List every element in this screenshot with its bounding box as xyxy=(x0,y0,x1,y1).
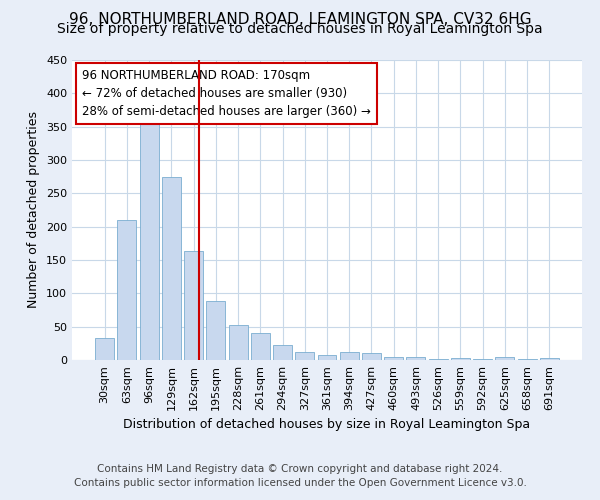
Bar xyxy=(162,176,181,360)
X-axis label: Distribution of detached houses by size in Royal Leamington Spa: Distribution of detached houses by size … xyxy=(124,418,530,432)
Text: 96, NORTHUMBERLAND ROAD, LEAMINGTON SPA, CV32 6HG: 96, NORTHUMBERLAND ROAD, LEAMINGTON SPA,… xyxy=(68,12,532,28)
Text: Contains HM Land Registry data © Crown copyright and database right 2024.
Contai: Contains HM Land Registry data © Crown c… xyxy=(74,464,526,487)
Bar xyxy=(496,358,514,360)
Bar xyxy=(406,358,425,360)
Bar xyxy=(206,302,225,360)
Bar xyxy=(95,338,114,360)
Bar xyxy=(340,352,359,360)
Bar xyxy=(362,354,381,360)
Text: Size of property relative to detached houses in Royal Leamington Spa: Size of property relative to detached ho… xyxy=(57,22,543,36)
Bar xyxy=(295,352,314,360)
Bar xyxy=(251,334,270,360)
Text: 96 NORTHUMBERLAND ROAD: 170sqm
← 72% of detached houses are smaller (930)
28% of: 96 NORTHUMBERLAND ROAD: 170sqm ← 72% of … xyxy=(82,69,371,118)
Bar xyxy=(273,346,292,360)
Bar xyxy=(118,220,136,360)
Bar xyxy=(317,356,337,360)
Bar xyxy=(429,358,448,360)
Y-axis label: Number of detached properties: Number of detached properties xyxy=(28,112,40,308)
Bar xyxy=(384,356,403,360)
Bar xyxy=(140,110,158,360)
Bar xyxy=(184,252,203,360)
Bar xyxy=(229,326,248,360)
Bar xyxy=(540,358,559,360)
Bar xyxy=(451,358,470,360)
